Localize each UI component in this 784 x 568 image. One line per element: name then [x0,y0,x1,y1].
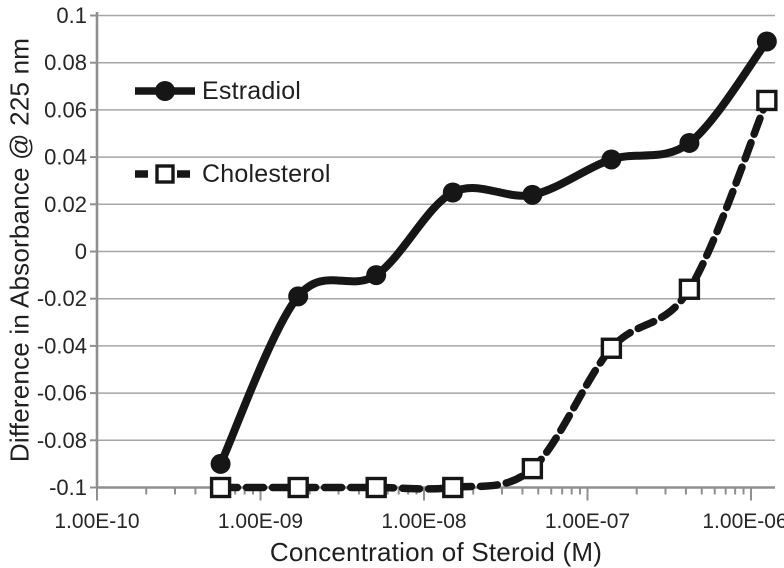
y-ticks [90,14,97,489]
y-tick-label: 0.08 [44,50,87,75]
y-tick-label: -0.02 [37,286,87,311]
estradiol-point [288,286,309,307]
cholesterol-point [756,89,778,112]
y-tick-label: 0.1 [56,3,87,28]
y-tick-label: 0.02 [44,192,87,217]
cholesterol-markers [209,89,778,499]
x-minor-ticks [145,487,745,495]
estradiol-point [756,31,777,52]
cholesterol-point [678,278,701,300]
estradiol-point [442,182,463,203]
y-tick-labels: 0.1 0.08 0.06 0.04 0.02 0 -0.02 -0.04 -0.06 -0.08… [37,3,87,500]
y-tick-label: -0.1 [49,475,87,500]
x-tick-label: 1.00E-09 [218,510,303,533]
estradiol-point [679,132,700,153]
legend: Estradiol Cholesterol [133,74,331,191]
y-axis-title: Difference in Absorbance @ 225 nm [4,37,35,463]
x-tick-label: 1.00E-07 [545,510,630,533]
estradiol-point [522,184,543,205]
cholesterol-point [600,337,623,359]
estradiol-point [210,453,231,474]
y-tick-label: -0.04 [37,333,87,358]
x-tick-labels: 1.00E-10 1.00E-09 1.00E-08 1.00E-07 1.00E-06 [54,510,784,533]
y-tick-label: 0.04 [44,145,87,170]
legend-label-cholesterol: Cholesterol [202,159,331,188]
cholesterol-point [209,476,232,499]
y-tick-label: 0 [75,239,87,264]
y-tick-label: 0.06 [44,97,87,122]
y-tick-label: -0.08 [37,428,87,453]
estradiol-point [366,265,387,286]
legend-entry-estradiol: Estradiol [133,74,331,108]
estradiol-point [601,149,622,170]
cholesterol-point [287,476,309,499]
x-tick-label: 1.00E-06 [702,510,784,533]
cholesterol-point [521,457,544,480]
x-axis-title: Concentration of Steroid (M) [269,537,603,567]
estradiol-markers [210,31,777,474]
cholesterol-point [365,476,387,499]
cholesterol-point [442,476,464,499]
y-tick-label: -0.06 [37,381,87,406]
cholesterol-dashed-square-icon [135,164,195,184]
legend-entry-cholesterol: Cholesterol [133,157,331,191]
x-tick-label: 1.00E-08 [381,510,466,533]
x-tick-label: 1.00E-10 [54,510,139,533]
legend-label-estradiol: Estradiol [202,76,302,105]
estradiol-solid-circle-icon [135,81,195,101]
